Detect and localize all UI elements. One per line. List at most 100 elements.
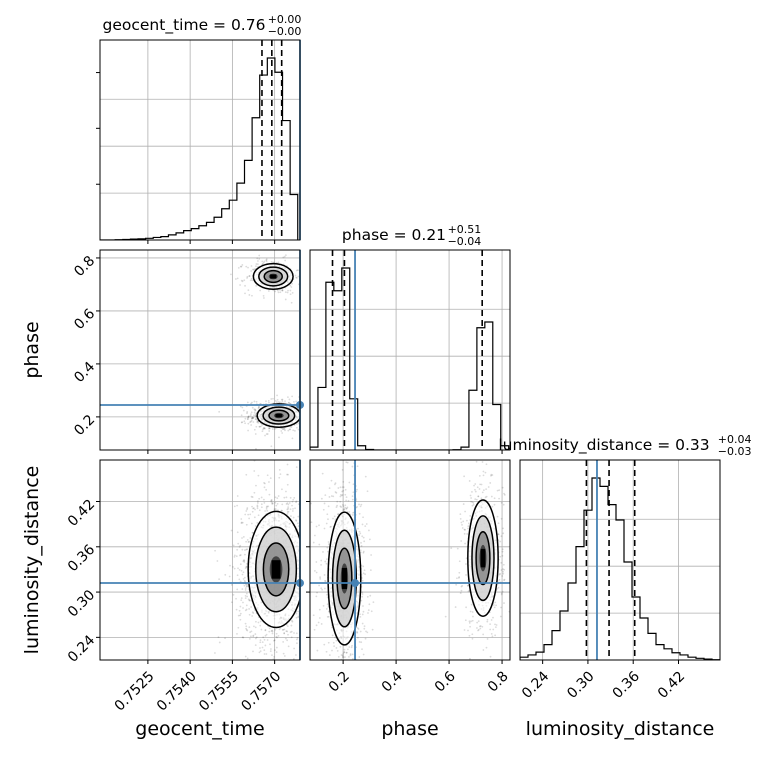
panel-phase-vs-luminosity-distance-point <box>347 666 349 668</box>
panel-geocent-time-vs-phase-point <box>255 418 258 420</box>
panel-geocent-time-vs-phase-point <box>265 259 268 262</box>
panel-phase-vs-luminosity-distance-point <box>361 613 364 616</box>
panel-phase-vs-luminosity-distance-point <box>467 629 469 632</box>
panel-phase-vs-luminosity-distance-point <box>327 543 330 546</box>
panel-phase-vs-luminosity-distance-point <box>363 569 366 572</box>
panel-geocent-time-vs-phase-point <box>243 420 246 423</box>
panel-geocent-time-vs-luminosity-distance-point <box>233 505 236 508</box>
panel-geocent-time-vs-luminosity-distance-point <box>279 473 282 476</box>
panel-geocent-time-vs-phase-point <box>277 401 280 403</box>
ytick-label-luminosity-distance-0: 0.24 <box>65 632 98 665</box>
panel-phase-vs-luminosity-distance-point <box>343 651 346 653</box>
panel-phase-vs-luminosity-distance-point <box>316 649 319 652</box>
panel-phase-vs-luminosity-distance-point <box>362 551 365 554</box>
panel-geocent-time-vs-phase-point <box>245 265 248 268</box>
panel-geocent-time-vs-luminosity-distance-point <box>292 516 295 519</box>
panel-phase-vs-luminosity-distance-point <box>362 536 365 539</box>
panel-phase-vs-luminosity-distance-point <box>479 625 482 627</box>
panel-phase-vs-luminosity-distance-point <box>348 669 350 671</box>
panel-phase-vs-luminosity-distance-point <box>467 527 469 530</box>
panel-geocent-time-vs-luminosity-distance-point <box>256 507 259 510</box>
panel-geocent-time-vs-phase-point <box>265 400 267 403</box>
panel-geocent-time-vs-luminosity-distance-point <box>257 621 260 624</box>
panel-phase-vs-luminosity-distance-point <box>326 513 329 516</box>
panel-phase-vs-luminosity-distance-point <box>338 661 340 663</box>
hist-phase-title-minus: −0.04 <box>448 235 482 248</box>
panel-geocent-time-vs-phase-point <box>246 418 249 421</box>
panel-geocent-time-vs-luminosity-distance-point <box>295 612 298 615</box>
panel-geocent-time-vs-phase-point <box>253 268 256 270</box>
panel-phase-vs-luminosity-distance-point <box>459 592 462 594</box>
panel-phase-vs-luminosity-distance-point <box>320 497 323 500</box>
panel-geocent-time-vs-luminosity-distance-point <box>229 564 231 567</box>
panel-geocent-time-vs-luminosity-distance-point <box>303 529 305 531</box>
panel-phase-vs-luminosity-distance-point <box>503 602 505 604</box>
panel-phase-vs-luminosity-distance-point <box>340 494 343 497</box>
panel-phase-vs-luminosity-distance-point <box>492 616 494 619</box>
panel-geocent-time-vs-phase-point <box>272 397 274 400</box>
panel-geocent-time-vs-luminosity-distance-point <box>230 601 233 604</box>
panel-geocent-time-vs-luminosity-distance-point <box>307 550 309 552</box>
panel-phase-vs-luminosity-distance-point <box>355 685 357 687</box>
panel-geocent-time-vs-luminosity-distance-point <box>280 660 282 662</box>
panel-phase-vs-luminosity-distance-point <box>371 628 374 631</box>
panel-geocent-time-vs-phase-point <box>305 422 307 424</box>
hist-geocent-time-title-minus: −0.00 <box>268 25 302 38</box>
hist-geocent-time-title-main: geocent_time = 0.76 <box>103 16 266 35</box>
panel-geocent-time-vs-luminosity-distance-point <box>218 578 221 581</box>
panel-geocent-time-vs-luminosity-distance-point <box>277 635 280 637</box>
panel-geocent-time-vs-phase-point <box>250 270 253 272</box>
panel-phase-vs-luminosity-distance-point <box>491 635 494 638</box>
panel-phase-vs-luminosity-distance-point <box>454 606 457 608</box>
panel-phase-vs-luminosity-distance-point <box>474 490 477 493</box>
panel-phase-vs-luminosity-distance-point <box>339 493 342 496</box>
panel-geocent-time-vs-luminosity-distance-point <box>236 632 238 635</box>
panel-phase-vs-luminosity-distance-point <box>336 650 339 652</box>
panel-geocent-time-vs-luminosity-distance-point <box>244 622 247 625</box>
panel-geocent-time-vs-luminosity-distance-point <box>315 683 317 685</box>
panel-phase-vs-luminosity-distance-point <box>314 534 316 537</box>
panel-geocent-time-vs-luminosity-distance-point <box>245 473 248 476</box>
panel-geocent-time-vs-phase-point <box>281 432 284 434</box>
panel-geocent-time-vs-luminosity-distance-point <box>302 576 304 578</box>
panel-geocent-time-vs-luminosity-distance-point <box>270 630 273 632</box>
panel-phase-vs-luminosity-distance-point <box>315 624 318 627</box>
panel-phase-vs-luminosity-distance-point <box>363 625 366 628</box>
panel-phase-vs-luminosity-distance-point <box>477 620 480 623</box>
panel-geocent-time-vs-phase-point <box>289 293 292 296</box>
panel-phase-vs-luminosity-distance-point <box>501 486 504 489</box>
panel-geocent-time-vs-luminosity-distance-point <box>288 458 290 460</box>
panel-phase-vs-luminosity-distance-point <box>455 583 458 586</box>
panel-geocent-time-vs-phase-point <box>252 268 255 271</box>
panel-geocent-time-vs-luminosity-distance-point <box>260 503 263 506</box>
panel-phase-vs-luminosity-distance-point <box>475 498 478 501</box>
panel-geocent-time-vs-luminosity-distance-point <box>264 510 267 512</box>
panel-geocent-time-vs-luminosity-distance-point <box>252 635 255 638</box>
panel-phase-vs-luminosity-distance-point <box>347 499 350 502</box>
panel-phase-vs-luminosity-distance-point <box>346 733 348 735</box>
panel-geocent-time-vs-phase-point <box>253 400 256 403</box>
panel-phase-vs-luminosity-distance-point <box>502 532 505 535</box>
panel-geocent-time-vs-phase-point <box>284 291 287 294</box>
panel-geocent-time-vs-luminosity-distance-point <box>271 632 274 635</box>
panel-geocent-time-vs-phase-point <box>287 396 289 398</box>
panel-geocent-time-vs-luminosity-distance-point <box>261 646 264 649</box>
panel-phase-vs-luminosity-distance-point <box>458 576 461 578</box>
panel-geocent-time-vs-luminosity-distance-point <box>301 525 303 527</box>
panel-phase-vs-luminosity-distance-point <box>497 533 500 536</box>
panel-phase-vs-luminosity-distance-point <box>501 548 504 551</box>
panel-phase-vs-luminosity-distance-point <box>348 696 350 698</box>
panel-phase-vs-luminosity-distance-point <box>366 631 369 634</box>
panel-phase-vs-luminosity-distance-point <box>461 523 463 526</box>
panel-geocent-time-vs-luminosity-distance-point <box>268 627 271 630</box>
panel-phase-vs-luminosity-distance-point <box>477 495 480 498</box>
panel-phase-vs-luminosity-distance-point <box>356 488 358 491</box>
panel-phase-vs-luminosity-distance-point <box>464 542 467 545</box>
panel-phase-vs-luminosity-distance-point <box>464 619 467 622</box>
panel-phase-vs-luminosity-distance-point <box>513 535 515 537</box>
panel-geocent-time-vs-luminosity-distance-point <box>306 617 308 619</box>
panel-geocent-time-vs-luminosity-distance-point <box>249 513 252 516</box>
panel-geocent-time-vs-luminosity-distance-point <box>304 614 306 616</box>
panel-phase-vs-luminosity-distance-point <box>352 703 354 705</box>
panel-phase-vs-luminosity-distance-point <box>332 495 335 498</box>
